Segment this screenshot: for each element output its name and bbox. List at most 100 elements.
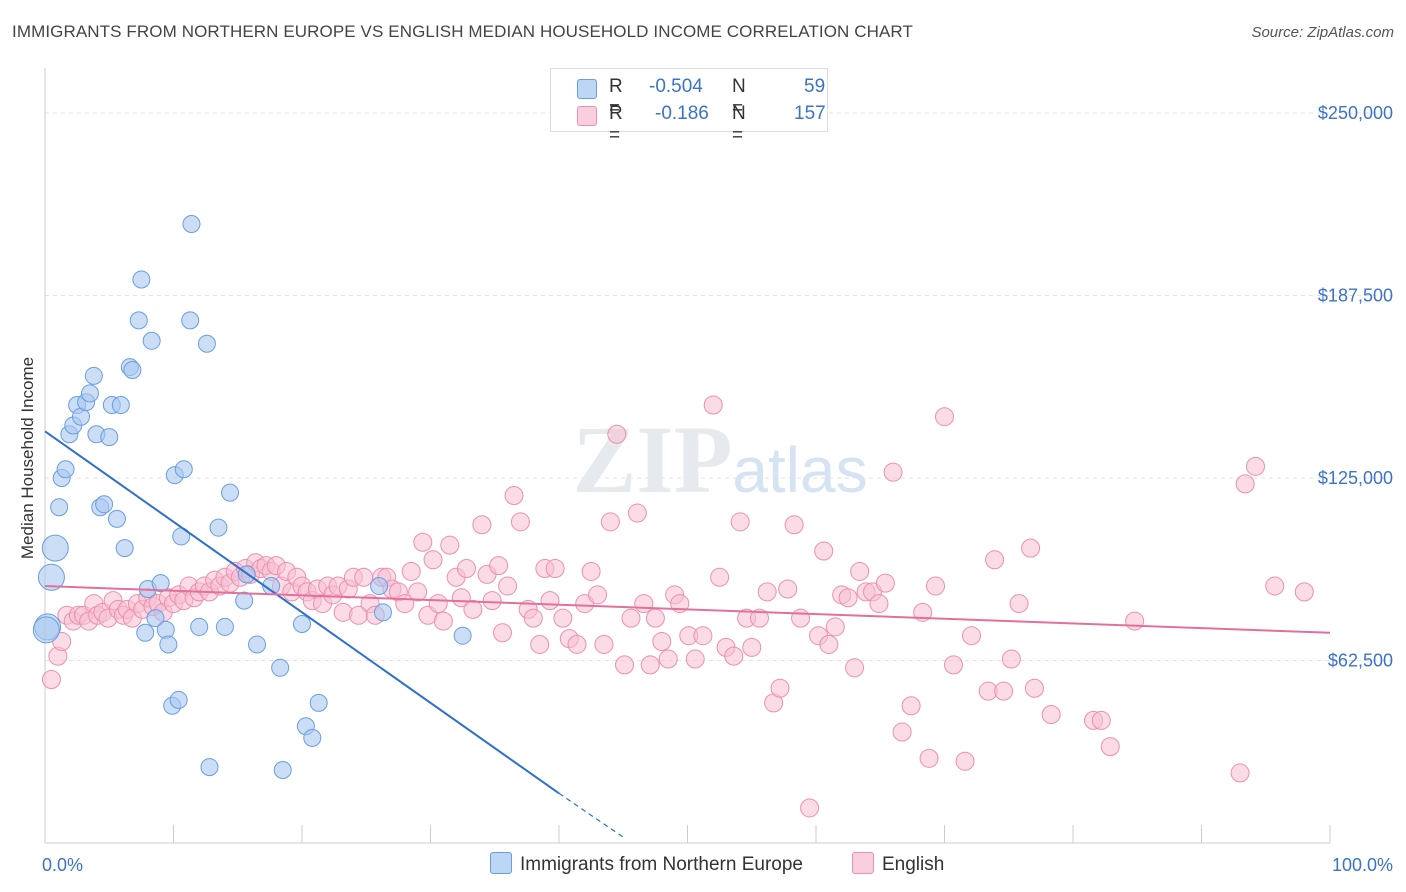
data-point-english: [553, 608, 573, 628]
legend-swatch-blue: [577, 79, 597, 99]
data-point-northern-europe: [181, 311, 200, 330]
data-point-english: [955, 751, 975, 771]
data-point-english: [724, 646, 744, 666]
data-point-english: [1009, 594, 1029, 614]
data-point-english: [540, 591, 560, 611]
watermark-zip: ZIP: [572, 406, 732, 513]
data-point-northern-europe: [248, 635, 267, 654]
data-point-english: [433, 611, 453, 631]
data-point-english: [600, 512, 620, 532]
data-point-english: [1024, 678, 1044, 698]
data-point-english: [423, 550, 443, 570]
data-point-northern-europe: [95, 495, 114, 514]
data-point-english: [510, 512, 530, 532]
data-point-english: [489, 556, 509, 576]
data-point-northern-europe: [293, 615, 311, 634]
data-point-english: [869, 594, 889, 614]
data-point-northern-europe: [132, 270, 151, 289]
data-point-english: [791, 608, 811, 628]
legend-n-label: N =: [732, 76, 746, 119]
data-point-english: [428, 594, 448, 614]
data-point-northern-europe: [453, 626, 472, 645]
data-point-northern-europe: [37, 563, 65, 591]
data-point-english: [814, 541, 834, 561]
data-point-northern-europe: [146, 609, 165, 628]
data-point-english: [961, 626, 981, 646]
data-point-english: [523, 608, 543, 628]
y-tick-label: $125,000: [1318, 468, 1393, 488]
x-tick-label: 100.0%: [1332, 855, 1393, 875]
data-point-english: [456, 559, 476, 579]
data-point-northern-europe: [151, 574, 170, 593]
data-point-northern-europe: [32, 616, 60, 644]
data-point-english: [901, 696, 921, 716]
data-point-english: [482, 591, 502, 611]
data-point-english: [567, 634, 587, 654]
data-point-english: [463, 599, 483, 619]
data-point-english: [926, 576, 946, 596]
data-point-northern-europe: [156, 620, 175, 639]
y-tick-label: $62,500: [1328, 651, 1393, 671]
data-point-northern-europe: [190, 617, 209, 636]
data-point-northern-europe: [56, 460, 75, 479]
data-point-english: [1230, 763, 1250, 783]
data-point-northern-europe: [271, 658, 290, 677]
data-point-northern-europe: [209, 518, 228, 537]
data-point-english: [1294, 582, 1314, 602]
data-point-english: [594, 634, 614, 654]
data-point-english: [825, 617, 845, 637]
data-point-northern-europe: [309, 693, 328, 712]
data-point-english: [408, 582, 428, 602]
y-tick-label: $250,000: [1318, 103, 1393, 123]
data-point-english: [1100, 737, 1120, 757]
data-point-english: [838, 588, 858, 608]
data-point-northern-europe: [115, 539, 134, 558]
bottom-legend-swatch-pink: [852, 852, 874, 874]
data-point-english: [401, 561, 421, 581]
data-point-northern-europe: [174, 460, 193, 479]
data-point-english: [935, 407, 954, 427]
data-point-english: [640, 655, 660, 675]
data-point-english: [985, 550, 1005, 570]
data-point-northern-europe: [84, 366, 103, 385]
data-point-northern-europe: [142, 331, 161, 350]
data-point-english: [634, 594, 654, 614]
data-point-english: [472, 515, 492, 535]
data-point-northern-europe: [182, 214, 201, 233]
trend-line-northern-europe-extension: [558, 792, 624, 838]
data-point-english: [850, 561, 870, 581]
data-point-english: [819, 634, 839, 654]
data-point-northern-europe: [159, 635, 178, 654]
chart-title: IMMIGRANTS FROM NORTHERN EUROPE VS ENGLI…: [12, 22, 913, 41]
axes: [44, 68, 1331, 844]
data-point-english: [994, 681, 1014, 701]
data-point-english: [545, 559, 565, 579]
data-point-english: [645, 608, 665, 628]
data-point-northern-europe: [197, 334, 216, 353]
data-point-english: [658, 649, 678, 669]
data-point-english: [1265, 576, 1285, 596]
data-point-northern-europe: [215, 617, 234, 636]
data-point-english: [703, 395, 723, 415]
data-point-english: [693, 626, 713, 646]
data-point-english: [943, 655, 963, 675]
bottom-legend-swatch-blue: [490, 852, 512, 874]
data-point-english: [770, 678, 790, 698]
trend-lines: [44, 430, 1331, 838]
data-point-northern-europe: [221, 483, 240, 502]
bottom-legend-northern-europe: Immigrants from Northern Europe: [490, 852, 803, 876]
data-point-northern-europe: [136, 623, 155, 642]
data-point-english: [883, 462, 903, 482]
legend-n-value: 59: [804, 76, 826, 97]
trend-line-northern-europe: [44, 430, 560, 795]
data-point-northern-europe: [235, 591, 254, 610]
data-point-english: [919, 748, 939, 768]
data-point-english: [749, 608, 769, 628]
data-point-english: [710, 567, 730, 587]
data-point-english: [1041, 705, 1061, 725]
data-point-english: [41, 669, 61, 689]
bottom-legend-label: Immigrants from Northern Europe: [520, 854, 803, 875]
data-point-english: [492, 623, 512, 643]
data-point-english: [588, 585, 608, 605]
